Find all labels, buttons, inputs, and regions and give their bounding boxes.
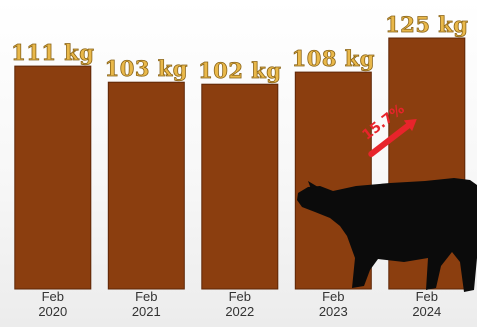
bar-value-label: 102 kg [198,58,281,83]
bar-value-label: 125 kg [385,12,468,37]
x-tick-label: Feb 2021 [132,289,161,319]
bar-value-label: 108 kg [292,46,375,71]
x-tick-label: Feb 2023 [319,289,348,319]
growth-arrow-shaft [368,122,411,157]
bar-value-label: 111 kg [11,40,94,65]
bar [107,81,185,290]
x-tick-label: Feb 2022 [225,289,254,319]
bar [14,65,92,290]
growth-arrow-head-icon [403,119,417,132]
bar-value-label: 103 kg [105,56,188,81]
labels-layer: 111 kg Feb 2020 103 kg Feb 2021 102 kg Feb 2022 1… [11,12,469,319]
bar [201,83,279,290]
cow-silhouette-icon [297,178,477,292]
x-tick-label: Feb 2024 [412,289,441,319]
x-tick-label: Feb 2020 [38,289,67,319]
